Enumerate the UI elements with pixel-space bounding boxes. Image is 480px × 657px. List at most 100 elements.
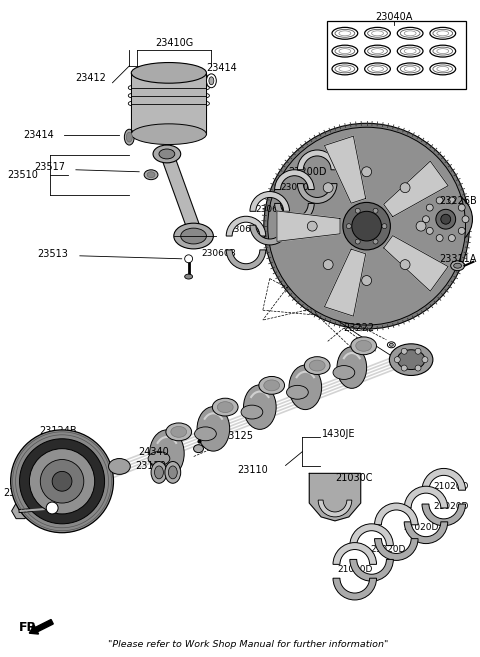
Text: 23510: 23510 (7, 170, 38, 180)
Text: 23517: 23517 (34, 162, 65, 172)
Wedge shape (333, 543, 376, 564)
Ellipse shape (147, 171, 155, 177)
Polygon shape (309, 474, 360, 521)
Ellipse shape (153, 145, 180, 163)
Text: 23311A: 23311A (439, 254, 476, 263)
Polygon shape (324, 136, 366, 203)
Polygon shape (384, 161, 448, 217)
Text: 23120: 23120 (136, 461, 167, 472)
Circle shape (362, 167, 372, 177)
Ellipse shape (430, 45, 456, 57)
Ellipse shape (365, 45, 390, 57)
Text: 23125: 23125 (223, 431, 253, 441)
Circle shape (46, 502, 58, 514)
Circle shape (462, 215, 469, 223)
Ellipse shape (332, 28, 358, 39)
Ellipse shape (243, 385, 276, 430)
Wedge shape (404, 522, 448, 543)
Ellipse shape (124, 129, 134, 145)
Ellipse shape (131, 62, 206, 83)
Ellipse shape (404, 49, 416, 54)
Text: 23060B: 23060B (228, 225, 264, 234)
Circle shape (343, 202, 390, 250)
Ellipse shape (437, 49, 449, 54)
Circle shape (448, 235, 456, 242)
Text: 21020D: 21020D (403, 523, 439, 532)
Bar (327, 22, 466, 89)
Ellipse shape (397, 63, 423, 75)
Text: "Please refer to Work Shop Manual for further information": "Please refer to Work Shop Manual for fu… (108, 640, 388, 649)
Ellipse shape (259, 376, 285, 394)
Ellipse shape (368, 47, 387, 55)
Ellipse shape (372, 49, 384, 54)
Text: 23127B: 23127B (4, 488, 41, 498)
Ellipse shape (126, 132, 132, 142)
Wedge shape (333, 578, 376, 600)
Circle shape (415, 348, 421, 354)
Ellipse shape (335, 30, 355, 37)
Ellipse shape (206, 74, 216, 87)
Ellipse shape (365, 28, 390, 39)
Polygon shape (131, 73, 206, 134)
Ellipse shape (437, 66, 449, 72)
Ellipse shape (400, 30, 420, 37)
Ellipse shape (339, 31, 351, 35)
Ellipse shape (131, 124, 206, 145)
Circle shape (401, 348, 407, 354)
Ellipse shape (389, 344, 433, 375)
Ellipse shape (451, 261, 465, 271)
Ellipse shape (335, 47, 355, 55)
Wedge shape (422, 468, 466, 490)
Wedge shape (350, 559, 393, 581)
Circle shape (307, 221, 317, 231)
Ellipse shape (144, 170, 158, 179)
Text: 23040A: 23040A (376, 12, 413, 22)
Circle shape (400, 183, 410, 193)
Wedge shape (226, 250, 266, 269)
Text: 23414: 23414 (24, 130, 54, 140)
FancyArrow shape (29, 620, 53, 634)
Text: 23060B: 23060B (255, 205, 290, 214)
Text: 23110: 23110 (237, 465, 268, 476)
Ellipse shape (387, 342, 396, 348)
Ellipse shape (166, 423, 192, 441)
Ellipse shape (150, 430, 184, 478)
Circle shape (355, 208, 360, 214)
Circle shape (347, 223, 351, 229)
Ellipse shape (309, 360, 325, 371)
Text: 21030C: 21030C (335, 473, 372, 484)
Ellipse shape (287, 386, 308, 399)
Text: 23222: 23222 (343, 323, 374, 333)
Text: 21020D: 21020D (433, 482, 468, 491)
Circle shape (415, 365, 421, 371)
Circle shape (401, 365, 407, 371)
Ellipse shape (151, 461, 167, 484)
Ellipse shape (404, 66, 416, 72)
Ellipse shape (159, 149, 175, 159)
Circle shape (436, 235, 443, 242)
Circle shape (264, 124, 469, 329)
Text: 23060B: 23060B (280, 183, 315, 192)
Wedge shape (298, 150, 337, 170)
Circle shape (20, 439, 105, 524)
Ellipse shape (264, 380, 280, 391)
Wedge shape (226, 216, 266, 236)
Polygon shape (277, 211, 340, 241)
Ellipse shape (197, 407, 229, 451)
Ellipse shape (209, 77, 214, 85)
Ellipse shape (304, 357, 330, 374)
Circle shape (268, 127, 466, 325)
Circle shape (40, 459, 84, 503)
Circle shape (373, 208, 378, 214)
Circle shape (422, 215, 430, 223)
Circle shape (373, 239, 378, 244)
Ellipse shape (168, 466, 177, 479)
Ellipse shape (212, 398, 238, 416)
Ellipse shape (185, 274, 192, 279)
Ellipse shape (339, 49, 351, 54)
Ellipse shape (433, 65, 453, 73)
Wedge shape (374, 539, 418, 560)
Ellipse shape (171, 426, 187, 438)
Circle shape (400, 260, 410, 269)
Wedge shape (404, 486, 448, 508)
